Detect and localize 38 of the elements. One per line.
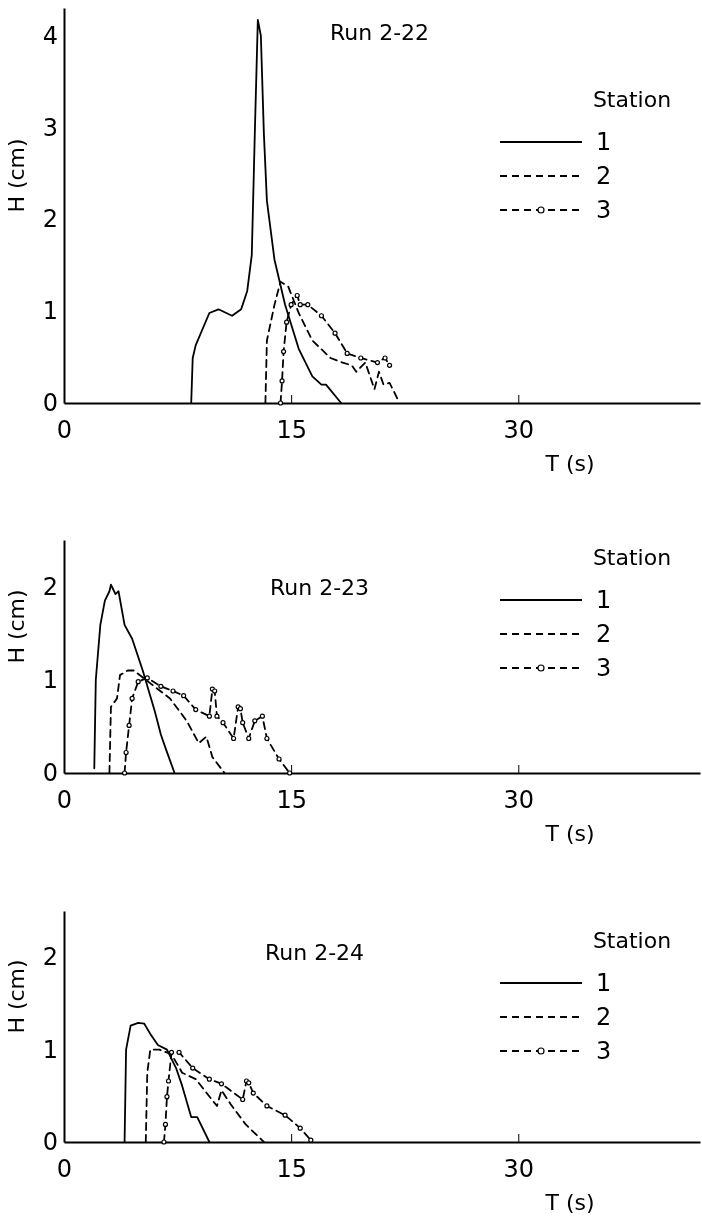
x-tick-label: 15 (276, 786, 307, 815)
x-tick-label: 30 (503, 416, 535, 445)
legend-label: 3 (596, 1037, 612, 1065)
x-axis-title: T (s) (544, 451, 595, 476)
y-axis-title: H (cm) (4, 589, 29, 664)
y-tick-label: 3 (42, 113, 58, 142)
y-tick-label: 0 (42, 1128, 58, 1157)
text: Run 2-22 (330, 20, 430, 45)
y-axis-title: H (cm) (4, 959, 29, 1034)
y-axis-title: H (cm) (4, 138, 29, 213)
legend-label: 3 (596, 196, 612, 224)
legend-label: 3 (596, 654, 612, 682)
y-tick-label: 2 (42, 572, 58, 601)
y-tick-label: 0 (42, 759, 58, 788)
x-tick-label: 15 (276, 416, 307, 445)
y-tick-label: 2 (42, 205, 58, 234)
legend-label: 1 (596, 586, 612, 614)
legend-title: Station (592, 87, 672, 112)
legend-label: 1 (596, 969, 612, 997)
legend-title: Station (592, 545, 672, 570)
legend-label: 1 (596, 128, 612, 156)
x-axis-title: T (s) (544, 821, 595, 846)
legend-label: 2 (596, 620, 612, 648)
legend-label: 2 (596, 1003, 612, 1031)
x-tick-label: 30 (503, 786, 535, 815)
y-tick-label: 0 (42, 389, 58, 418)
text: Run 2-23 (270, 575, 370, 600)
legend-label: 2 (596, 162, 612, 190)
y-tick-label: 1 (42, 1035, 58, 1064)
x-axis-title: T (s) (544, 1190, 595, 1215)
y-tick-label: 1 (42, 297, 58, 326)
y-tick-label: 1 (42, 665, 58, 694)
legend-title: Station (592, 928, 672, 953)
text: Run 2-24 (265, 940, 365, 965)
y-tick-label: 2 (42, 943, 58, 972)
x-tick-label: 30 (503, 1155, 535, 1184)
x-tick-label: 15 (276, 1155, 307, 1184)
y-tick-label: 4 (42, 21, 58, 50)
